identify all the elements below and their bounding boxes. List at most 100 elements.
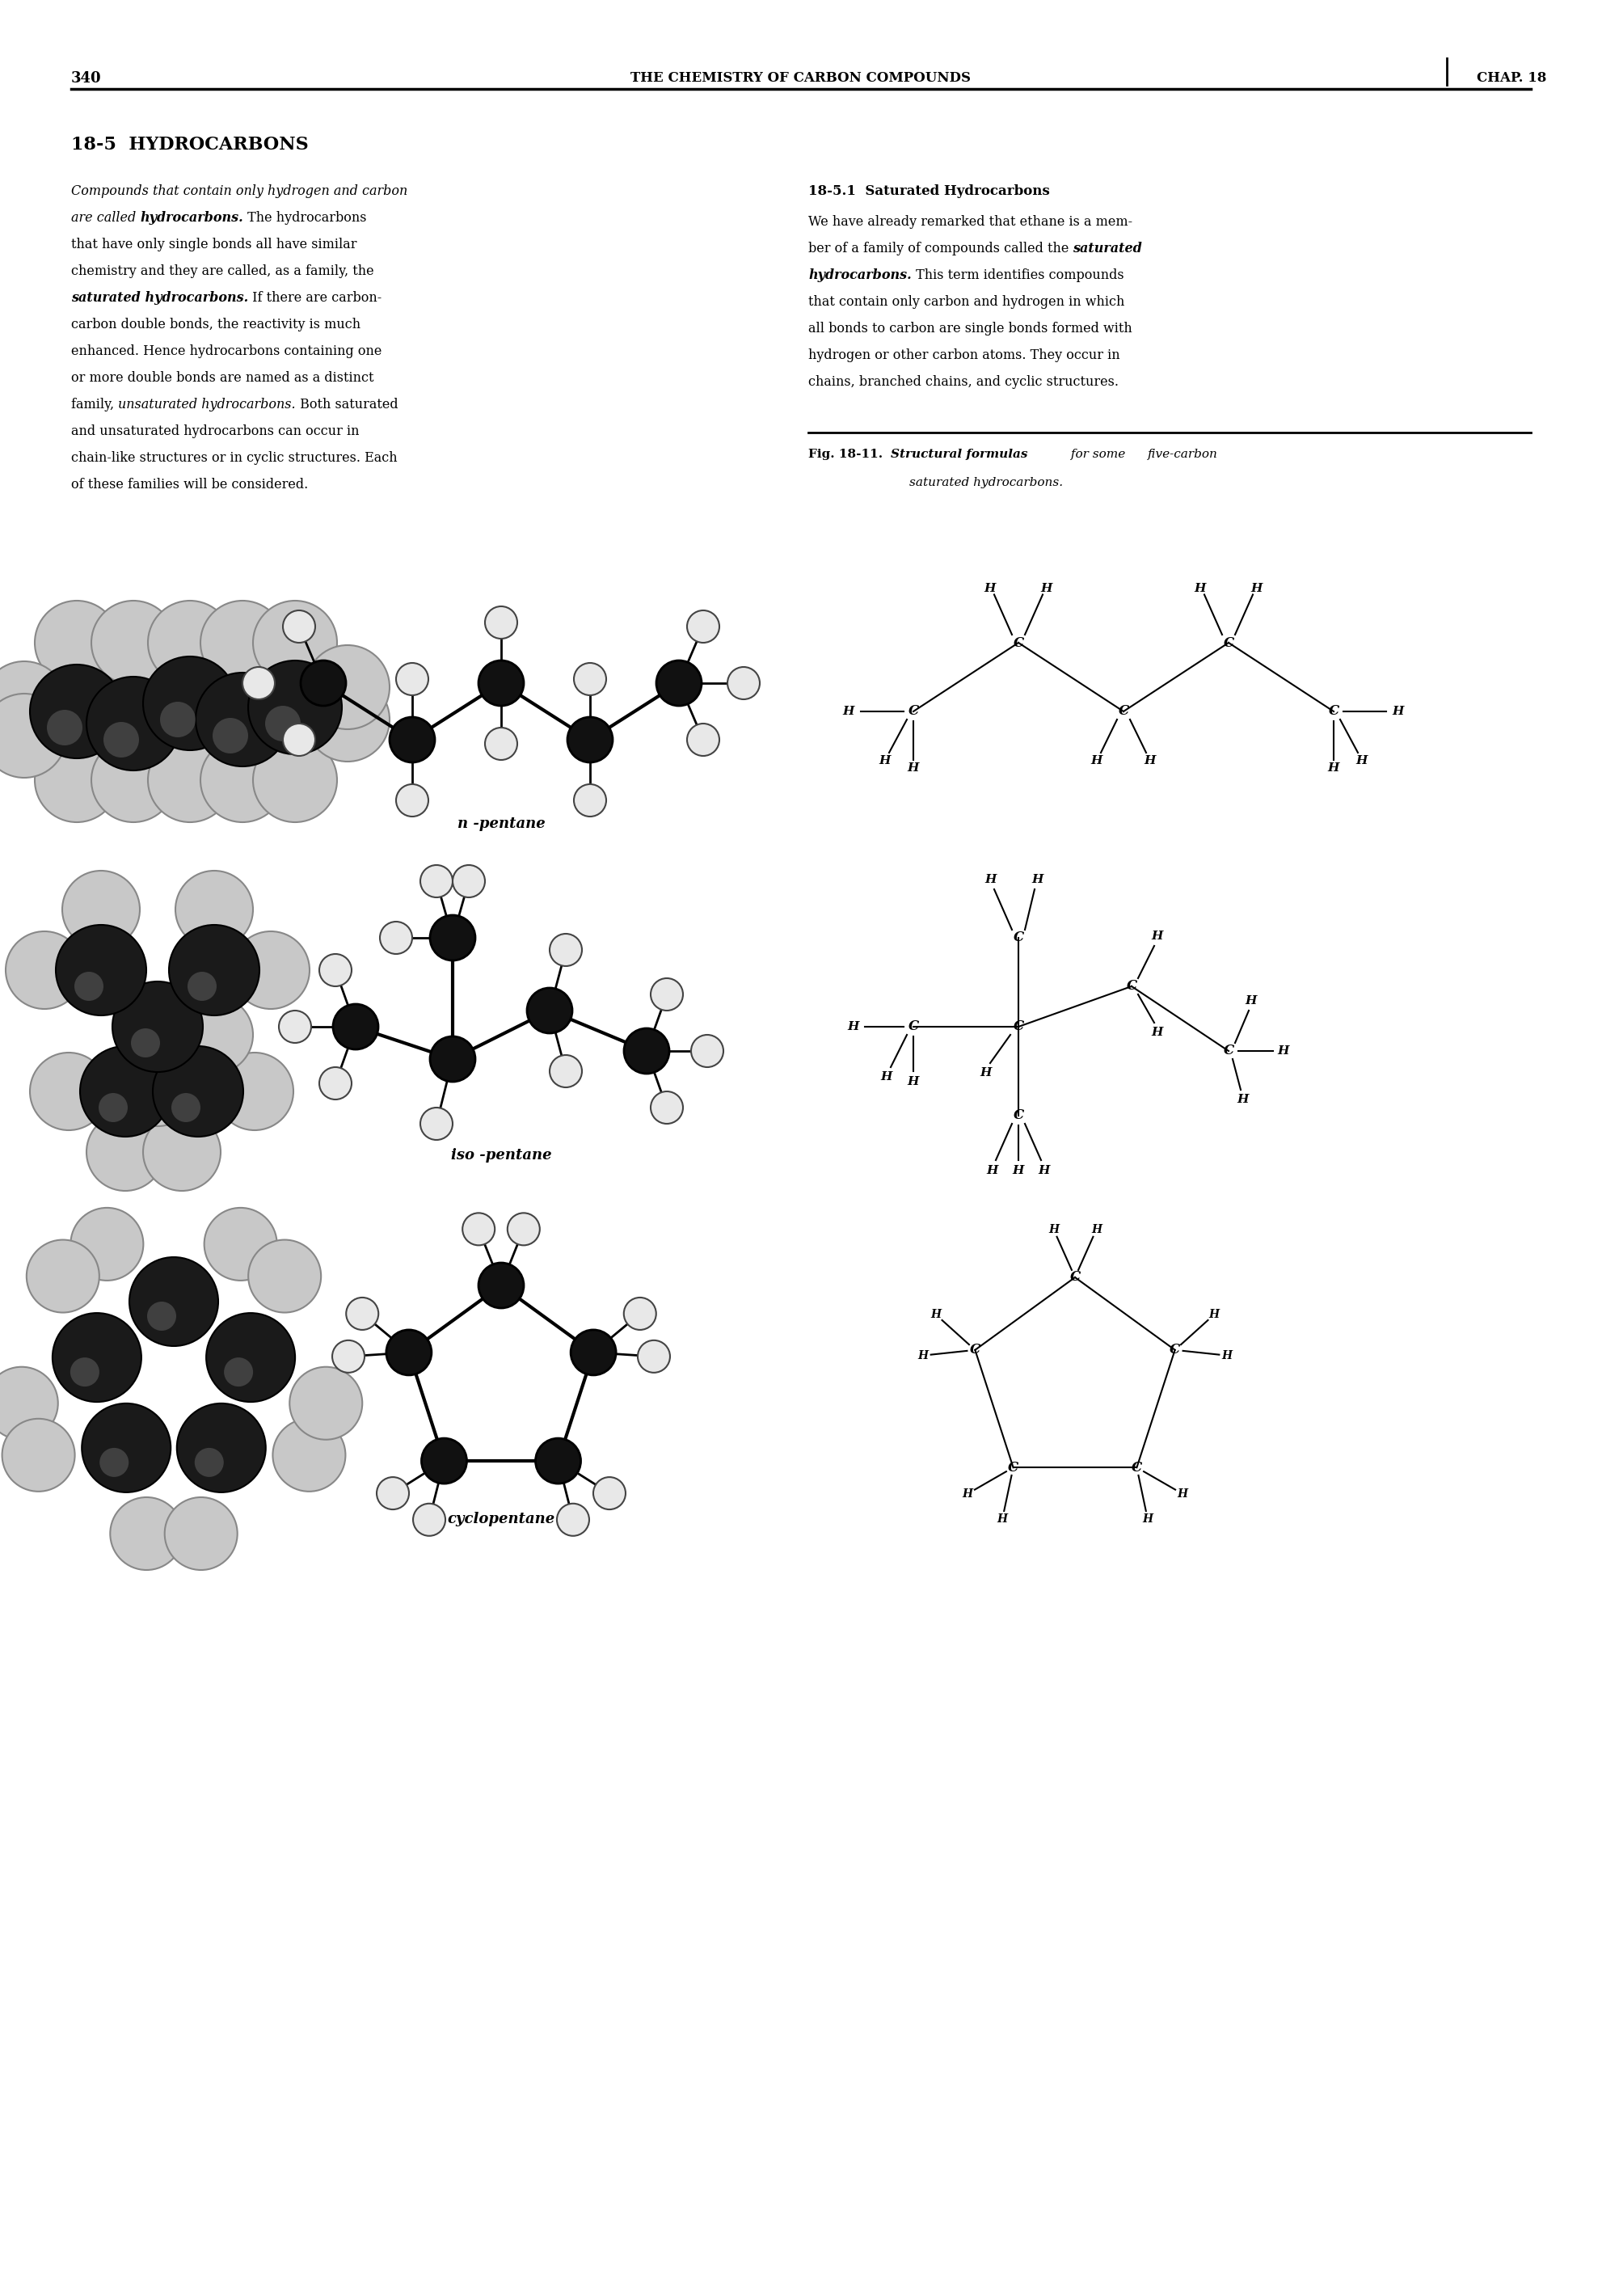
- Circle shape: [168, 925, 260, 1015]
- Text: H: H: [847, 1022, 859, 1033]
- Circle shape: [248, 1240, 320, 1313]
- Text: hydrogen or other carbon atoms. They occur in: hydrogen or other carbon atoms. They occ…: [809, 349, 1120, 363]
- Circle shape: [2, 1419, 75, 1492]
- Text: iso -pentane: iso -pentane: [450, 1148, 551, 1162]
- Circle shape: [242, 666, 276, 700]
- Circle shape: [279, 1010, 311, 1042]
- Text: ber of a family of compounds called the: ber of a family of compounds called the: [809, 241, 1073, 255]
- Circle shape: [30, 664, 123, 758]
- Text: H: H: [1012, 1164, 1024, 1176]
- Circle shape: [485, 606, 517, 638]
- Circle shape: [207, 1313, 295, 1403]
- Circle shape: [147, 602, 232, 684]
- Text: 18-5.1  Saturated Hydrocarbons: 18-5.1 Saturated Hydrocarbons: [809, 184, 1049, 197]
- Text: THE CHEMISTRY OF CARBON COMPOUNDS: THE CHEMISTRY OF CARBON COMPOUNDS: [631, 71, 971, 85]
- Text: saturated: saturated: [1073, 241, 1142, 255]
- Text: enhanced. Hence hydrocarbons containing one: enhanced. Hence hydrocarbons containing …: [70, 344, 381, 358]
- Text: H: H: [1245, 994, 1258, 1006]
- Text: H: H: [1144, 755, 1157, 767]
- Circle shape: [56, 925, 146, 1015]
- Circle shape: [574, 785, 606, 817]
- Text: H: H: [1278, 1045, 1290, 1056]
- Circle shape: [453, 866, 485, 898]
- Circle shape: [396, 664, 428, 696]
- Circle shape: [87, 1114, 163, 1192]
- Text: Fig. 18-11.: Fig. 18-11.: [809, 448, 883, 459]
- Text: saturated hydrocarbons.: saturated hydrocarbons.: [70, 292, 248, 305]
- Circle shape: [650, 978, 682, 1010]
- Text: H: H: [1152, 1026, 1163, 1038]
- Circle shape: [253, 737, 336, 822]
- Circle shape: [389, 716, 434, 762]
- Text: C: C: [1012, 636, 1024, 650]
- Text: H: H: [843, 705, 854, 716]
- Text: The hydrocarbons: The hydrocarbons: [244, 211, 367, 225]
- Text: Structural formulas: Structural formulas: [891, 448, 1028, 459]
- Circle shape: [111, 1497, 183, 1570]
- Text: H: H: [1222, 1350, 1232, 1362]
- Circle shape: [143, 1114, 221, 1192]
- Circle shape: [0, 1366, 58, 1440]
- Circle shape: [657, 661, 702, 705]
- Text: C: C: [1224, 636, 1234, 650]
- Circle shape: [429, 916, 476, 960]
- Text: 340: 340: [70, 71, 101, 85]
- Text: for some: for some: [1067, 448, 1129, 459]
- Circle shape: [429, 1035, 476, 1081]
- Circle shape: [253, 602, 336, 684]
- Text: H: H: [1357, 755, 1368, 767]
- Circle shape: [687, 611, 719, 643]
- Circle shape: [131, 1029, 160, 1058]
- Circle shape: [87, 677, 181, 771]
- Text: cyclopentane: cyclopentane: [447, 1511, 554, 1527]
- Circle shape: [224, 1357, 253, 1387]
- Circle shape: [319, 953, 351, 987]
- Circle shape: [91, 737, 175, 822]
- Circle shape: [290, 1366, 362, 1440]
- Circle shape: [176, 1403, 266, 1492]
- Text: H: H: [1237, 1093, 1250, 1104]
- Circle shape: [175, 928, 253, 1006]
- Circle shape: [200, 602, 285, 684]
- Text: n -pentane: n -pentane: [457, 817, 545, 831]
- Text: H: H: [996, 1513, 1008, 1525]
- Circle shape: [264, 705, 301, 742]
- Text: Compounds that contain only hydrogen and carbon: Compounds that contain only hydrogen and…: [70, 184, 407, 197]
- Text: all bonds to carbon are single bonds formed with: all bonds to carbon are single bonds for…: [809, 321, 1133, 335]
- Text: H: H: [985, 875, 996, 886]
- Circle shape: [420, 866, 453, 898]
- Circle shape: [386, 1329, 431, 1375]
- Circle shape: [306, 677, 389, 762]
- Circle shape: [35, 737, 119, 822]
- Circle shape: [147, 737, 232, 822]
- Text: chains, branched chains, and cyclic structures.: chains, branched chains, and cyclic stru…: [809, 374, 1118, 388]
- Circle shape: [27, 1240, 99, 1313]
- Text: saturated hydrocarbons.: saturated hydrocarbons.: [910, 478, 1064, 489]
- Text: C: C: [1328, 705, 1339, 719]
- Circle shape: [638, 1341, 670, 1373]
- Circle shape: [91, 602, 175, 684]
- Circle shape: [727, 666, 759, 700]
- Circle shape: [175, 996, 253, 1075]
- Circle shape: [147, 1302, 176, 1332]
- Circle shape: [195, 673, 290, 767]
- Circle shape: [99, 1093, 128, 1123]
- Circle shape: [690, 1035, 724, 1068]
- Text: This term identifies compounds: This term identifies compounds: [912, 269, 1125, 282]
- Circle shape: [623, 1297, 657, 1329]
- Circle shape: [80, 1047, 170, 1137]
- Text: hydrocarbons.: hydrocarbons.: [809, 269, 912, 282]
- Text: H: H: [918, 1350, 928, 1362]
- Circle shape: [319, 1068, 351, 1100]
- Circle shape: [104, 721, 139, 758]
- Text: CHAP. 18: CHAP. 18: [1477, 71, 1546, 85]
- Circle shape: [284, 723, 316, 755]
- Text: C: C: [1070, 1270, 1080, 1283]
- Text: family,: family,: [70, 397, 119, 411]
- Text: carbon double bonds, the reactivity is much: carbon double bonds, the reactivity is m…: [70, 317, 360, 331]
- Circle shape: [70, 1208, 143, 1281]
- Circle shape: [175, 870, 253, 948]
- Circle shape: [567, 716, 612, 762]
- Text: H: H: [1032, 875, 1043, 886]
- Text: H: H: [1038, 1164, 1049, 1176]
